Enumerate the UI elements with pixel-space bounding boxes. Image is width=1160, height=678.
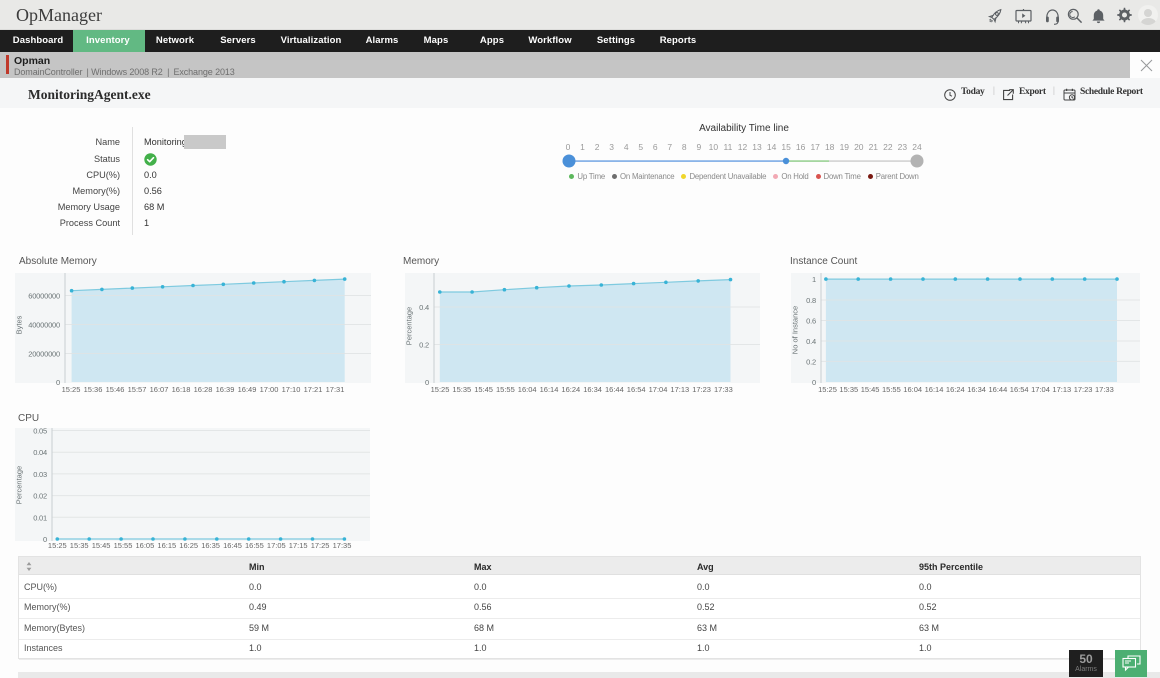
svg-text:17:04: 17:04 — [1031, 385, 1050, 394]
svg-text:0.01: 0.01 — [33, 513, 47, 522]
svg-text:60000000: 60000000 — [28, 292, 60, 301]
svg-text:15:55: 15:55 — [496, 385, 515, 394]
svg-text:15:25: 15:25 — [62, 385, 81, 394]
svg-text:15:25: 15:25 — [48, 541, 67, 550]
svg-text:0.03: 0.03 — [33, 470, 47, 479]
svg-text:17:35: 17:35 — [333, 541, 352, 550]
svg-text:16:18: 16:18 — [172, 385, 191, 394]
svg-text:16:34: 16:34 — [967, 385, 986, 394]
svg-text:15:25: 15:25 — [431, 385, 450, 394]
svg-text:17:23: 17:23 — [692, 385, 711, 394]
svg-text:16:07: 16:07 — [150, 385, 169, 394]
svg-text:0.04: 0.04 — [33, 448, 47, 457]
svg-text:16:25: 16:25 — [179, 541, 198, 550]
svg-text:15:55: 15:55 — [114, 541, 133, 550]
svg-text:15:45: 15:45 — [861, 385, 880, 394]
svg-text:15:45: 15:45 — [92, 541, 111, 550]
svg-text:No of Instance: No of Instance — [791, 306, 800, 354]
svg-text:0: 0 — [56, 378, 60, 387]
svg-text:0.05: 0.05 — [33, 428, 47, 436]
svg-text:15:45: 15:45 — [474, 385, 493, 394]
svg-text:16:34: 16:34 — [583, 385, 602, 394]
svg-text:17:23: 17:23 — [1074, 385, 1093, 394]
svg-text:0.02: 0.02 — [33, 492, 47, 501]
svg-text:16:15: 16:15 — [157, 541, 176, 550]
svg-text:Percentage: Percentage — [15, 466, 24, 504]
svg-text:16:39: 16:39 — [216, 385, 235, 394]
svg-text:17:21: 17:21 — [304, 385, 323, 394]
svg-text:15:35: 15:35 — [70, 541, 89, 550]
svg-text:16:35: 16:35 — [201, 541, 220, 550]
svg-text:40000000: 40000000 — [28, 321, 60, 330]
svg-text:0.2: 0.2 — [806, 357, 816, 366]
svg-text:16:04: 16:04 — [518, 385, 537, 394]
svg-text:17:25: 17:25 — [311, 541, 330, 550]
svg-text:16:05: 16:05 — [136, 541, 155, 550]
svg-text:17:00: 17:00 — [260, 385, 279, 394]
svg-text:16:24: 16:24 — [946, 385, 965, 394]
svg-text:1: 1 — [812, 275, 816, 284]
svg-text:16:49: 16:49 — [238, 385, 257, 394]
svg-text:17:13: 17:13 — [670, 385, 689, 394]
svg-text:0: 0 — [812, 378, 816, 387]
svg-text:17:15: 17:15 — [289, 541, 308, 550]
svg-text:16:04: 16:04 — [903, 385, 922, 394]
svg-text:15:36: 15:36 — [84, 385, 103, 394]
svg-text:20000000: 20000000 — [28, 350, 60, 359]
svg-text:0: 0 — [43, 535, 47, 544]
svg-text:0.8: 0.8 — [806, 296, 816, 305]
svg-text:15:46: 15:46 — [106, 385, 125, 394]
svg-text:16:54: 16:54 — [1010, 385, 1029, 394]
svg-text:0.4: 0.4 — [806, 337, 816, 346]
svg-text:17:33: 17:33 — [1095, 385, 1114, 394]
svg-text:16:44: 16:44 — [989, 385, 1008, 394]
svg-text:Bytes: Bytes — [15, 315, 24, 334]
svg-text:16:14: 16:14 — [540, 385, 559, 394]
svg-text:0.2: 0.2 — [419, 341, 429, 350]
svg-text:0.4: 0.4 — [419, 303, 429, 312]
svg-text:15:35: 15:35 — [839, 385, 858, 394]
svg-text:16:54: 16:54 — [627, 385, 646, 394]
svg-text:15:25: 15:25 — [818, 385, 837, 394]
svg-text:0.6: 0.6 — [806, 317, 816, 326]
svg-text:16:44: 16:44 — [605, 385, 624, 394]
svg-text:15:35: 15:35 — [452, 385, 471, 394]
svg-text:16:45: 16:45 — [223, 541, 242, 550]
svg-text:16:24: 16:24 — [561, 385, 580, 394]
svg-text:17:10: 17:10 — [282, 385, 301, 394]
svg-text:16:55: 16:55 — [245, 541, 264, 550]
svg-text:17:05: 17:05 — [267, 541, 286, 550]
svg-text:16:14: 16:14 — [925, 385, 944, 394]
svg-text:15:57: 15:57 — [128, 385, 147, 394]
svg-text:17:31: 17:31 — [326, 385, 345, 394]
svg-text:Percentage: Percentage — [405, 307, 414, 345]
svg-text:15:55: 15:55 — [882, 385, 901, 394]
svg-text:16:28: 16:28 — [194, 385, 213, 394]
svg-text:17:13: 17:13 — [1052, 385, 1071, 394]
svg-text:0: 0 — [425, 378, 429, 387]
svg-text:17:04: 17:04 — [649, 385, 668, 394]
svg-text:17:33: 17:33 — [714, 385, 733, 394]
